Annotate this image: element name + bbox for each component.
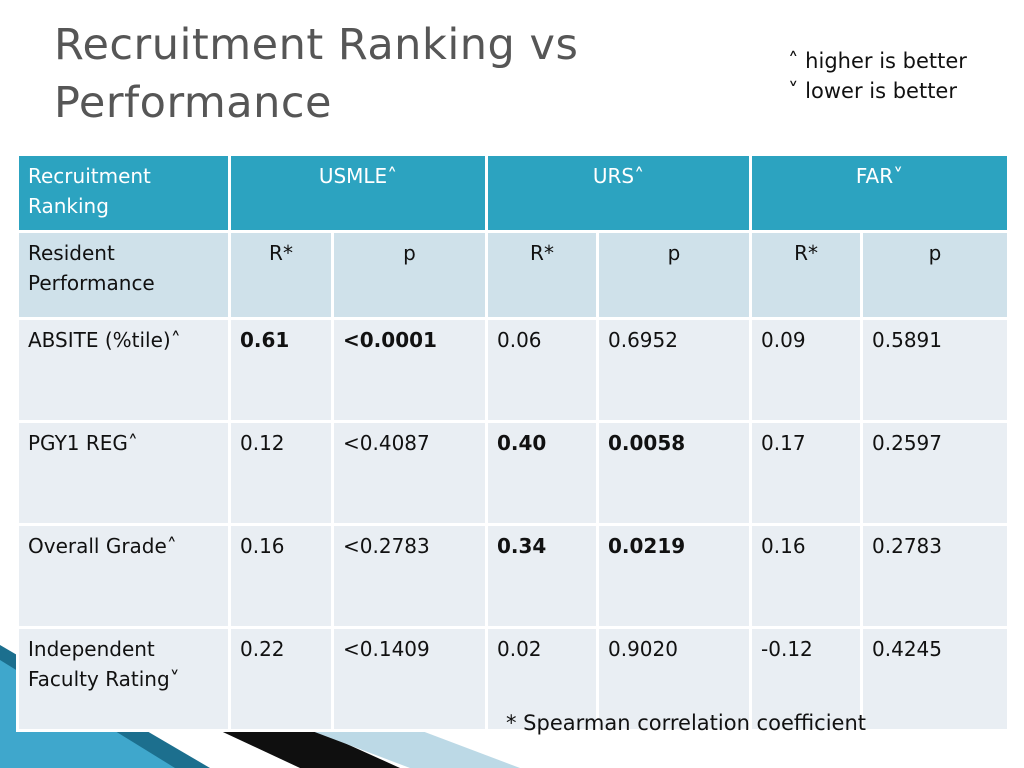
table-row: ABSITE (%tile)˄ 0.61 <0.0001 0.06 0.6952… (16, 317, 1011, 423)
table-cell: 0.2597 (860, 420, 1011, 526)
table-cell: <0.2783 (331, 523, 488, 629)
legend-lower-better: ˅ lower is better (788, 79, 957, 103)
row-label: ABSITE (%tile)˄ (16, 317, 231, 423)
correlation-table: Recruitment Ranking USMLE˄ URS˄ FAR˅ Res… (16, 153, 1011, 732)
row-label: Overall Grade˄ (16, 523, 231, 629)
table-cell: 0.09 (749, 317, 864, 423)
subheader-row: Resident Performance R* p R* p R* p (16, 230, 1011, 320)
subheader-urs-p: p (595, 230, 753, 320)
subheader-usmle-r: R* (228, 230, 334, 320)
table-cell: <0.1409 (331, 626, 488, 732)
table-row: Overall Grade˄ 0.16 <0.2783 0.34 0.0219 … (16, 523, 1011, 629)
table-cell: 0.34 (485, 523, 599, 629)
table-cell: 0.02 (485, 626, 599, 732)
legend: ˄ higher is better ˅ lower is better (788, 46, 967, 106)
row-label: PGY1 REG˄ (16, 420, 231, 526)
table-cell: <0.0001 (331, 317, 488, 423)
table-cell: 0.0058 (595, 420, 753, 526)
table-cell: 0.16 (228, 523, 334, 629)
header-row: Recruitment Ranking USMLE˄ URS˄ FAR˅ (16, 153, 1011, 233)
table-cell: 0.12 (228, 420, 334, 526)
subheader-usmle-p: p (331, 230, 488, 320)
header-far: FAR˅ (749, 153, 1011, 233)
table-cell: 0.6952 (595, 317, 753, 423)
row-label: Independent Faculty Rating˅ (16, 626, 231, 732)
table-cell: 0.61 (228, 317, 334, 423)
slide-title: Recruitment Ranking vs Performance (54, 20, 579, 128)
footnote: * Spearman correlation coefficient (506, 711, 867, 735)
table-cell: 0.06 (485, 317, 599, 423)
table-cell: <0.4087 (331, 420, 488, 526)
table-cell: 0.22 (228, 626, 334, 732)
subheader-far-r: R* (749, 230, 864, 320)
subheader-far-p: p (860, 230, 1011, 320)
table-cell: 0.9020 (595, 626, 753, 732)
subheader-corner: Resident Performance (16, 230, 231, 320)
subheader-urs-r: R* (485, 230, 599, 320)
table-cell: 0.4245 (860, 626, 1011, 732)
legend-higher-better: ˄ higher is better (788, 49, 967, 73)
header-corner: Recruitment Ranking (16, 153, 231, 233)
table-cell: 0.0219 (595, 523, 753, 629)
table-cell: 0.2783 (860, 523, 1011, 629)
table-cell: 0.40 (485, 420, 599, 526)
table-cell: 0.17 (749, 420, 864, 526)
header-usmle: USMLE˄ (228, 153, 488, 233)
header-urs: URS˄ (484, 153, 753, 233)
table-cell: 0.5891 (860, 317, 1011, 423)
table-cell: -0.12 (749, 626, 864, 732)
table-cell: 0.16 (749, 523, 864, 629)
table-row: PGY1 REG˄ 0.12 <0.4087 0.40 0.0058 0.17 … (16, 420, 1011, 526)
table-row: Independent Faculty Rating˅ 0.22 <0.1409… (16, 626, 1011, 732)
